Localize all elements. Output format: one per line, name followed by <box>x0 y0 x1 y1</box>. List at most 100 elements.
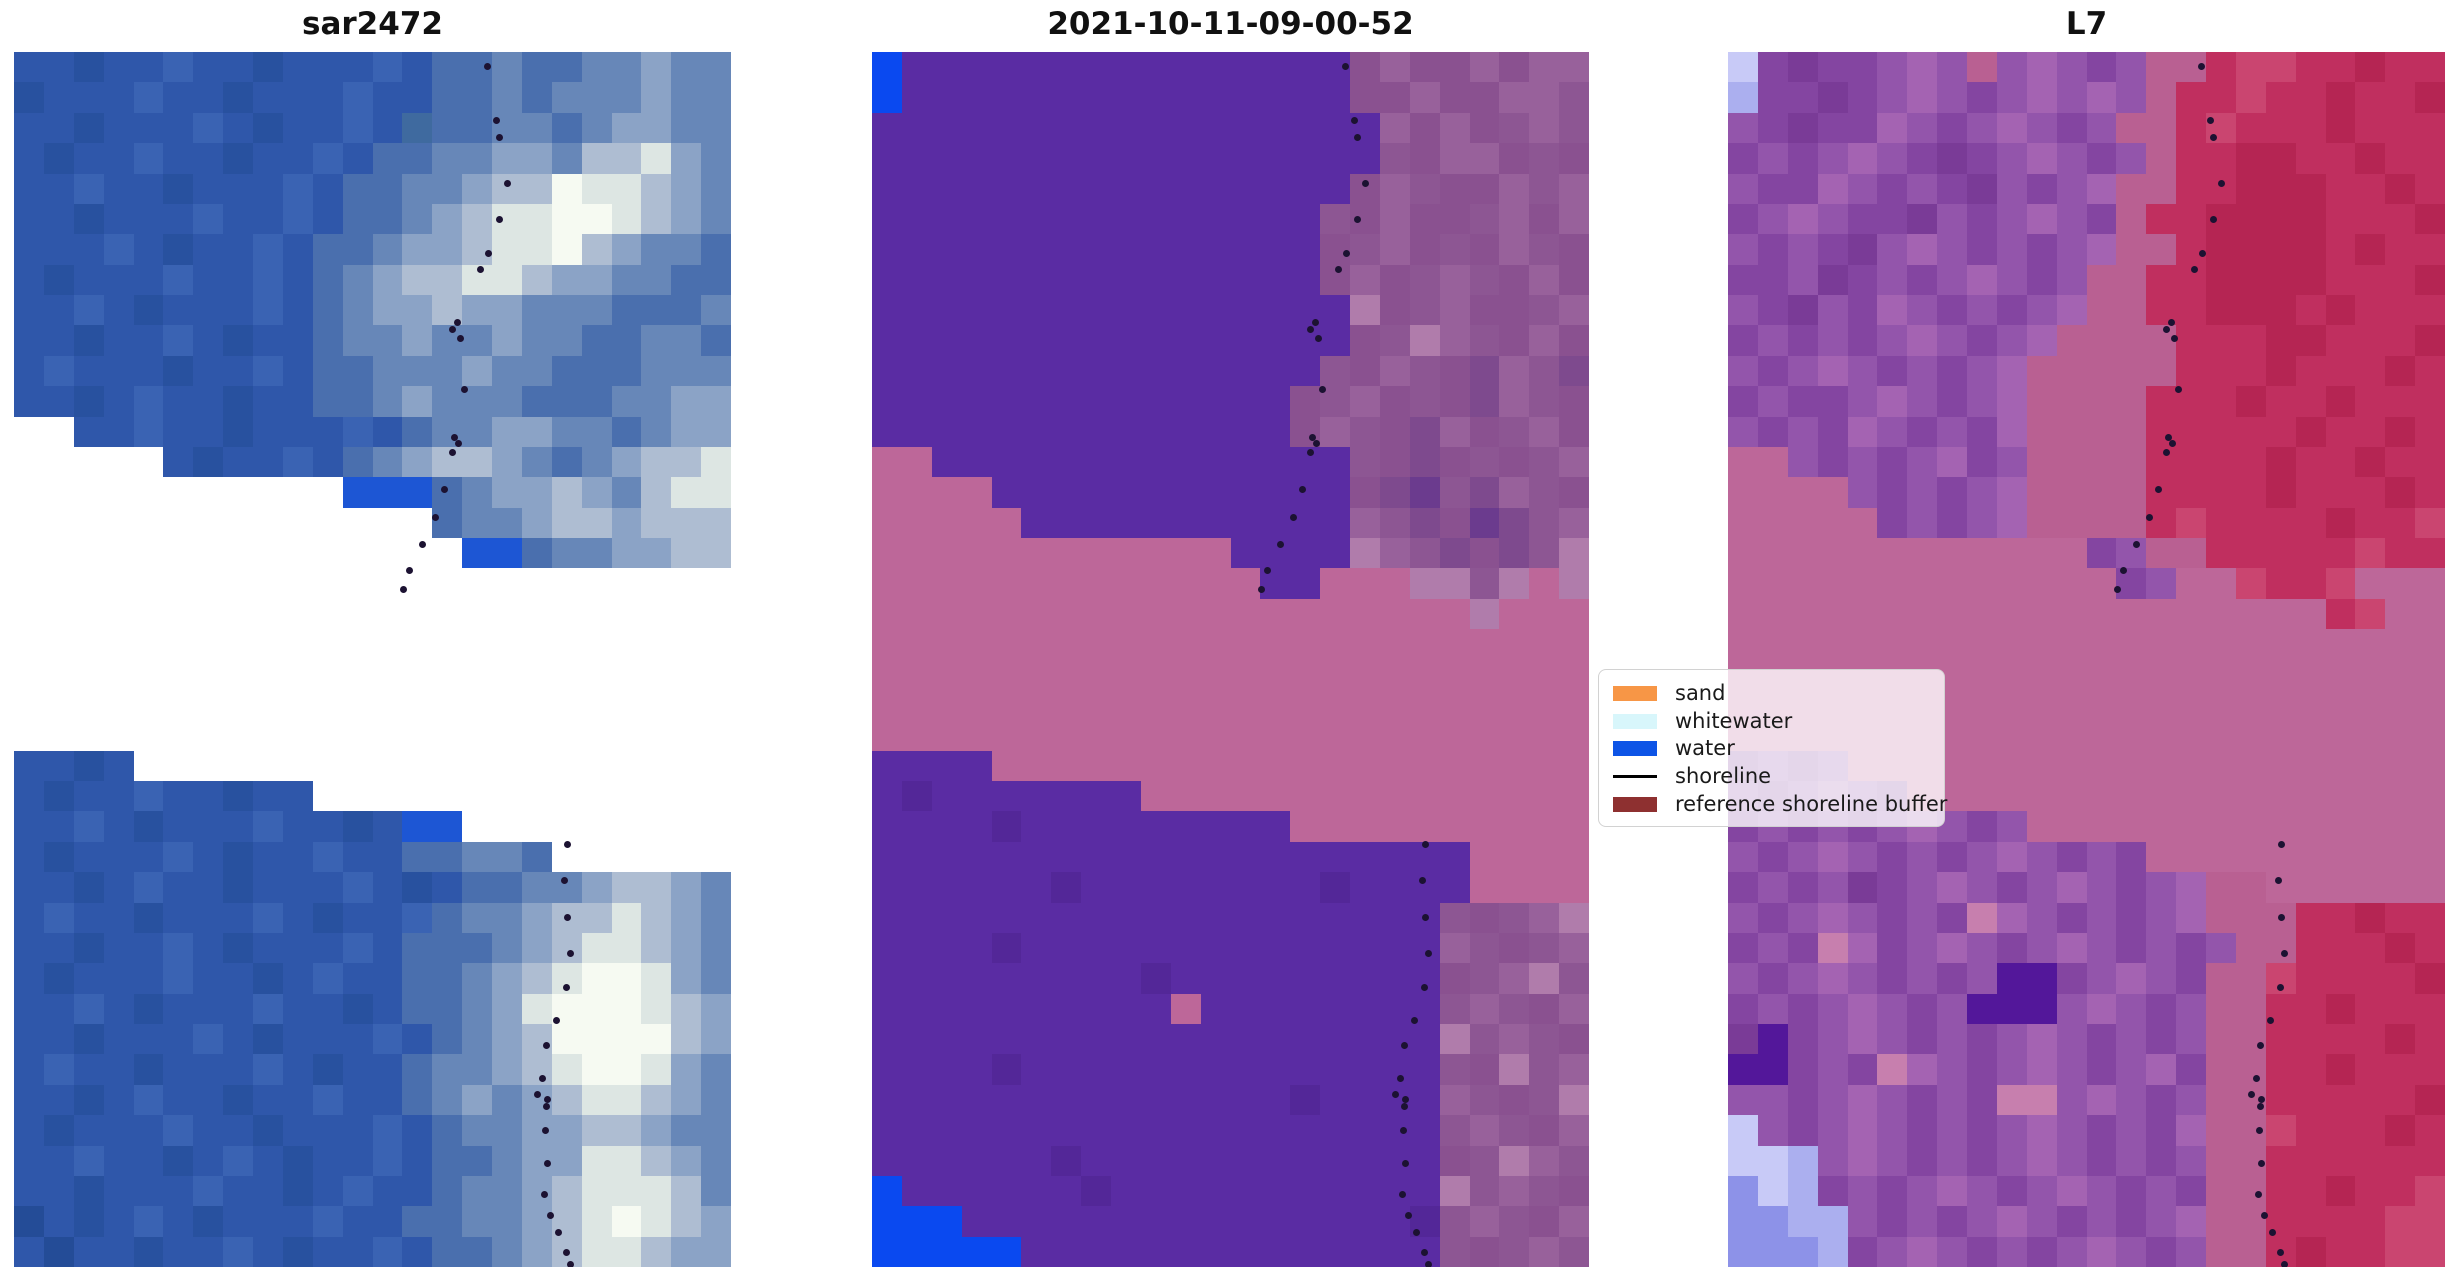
pixel-cell <box>1787 234 1818 265</box>
pixel-cell <box>133 932 164 964</box>
pixel-cell <box>1847 932 1878 964</box>
pixel-cell <box>2176 932 2206 964</box>
pixel-cell <box>1469 963 1500 994</box>
pixel-cell <box>133 1206 164 1237</box>
pixel-cell <box>14 203 44 235</box>
pixel-cell <box>2056 1084 2087 1116</box>
pixel-cell <box>253 264 283 295</box>
pixel-cell <box>611 932 642 964</box>
pixel-cell <box>43 659 74 690</box>
pixel-cell <box>1559 1054 1589 1085</box>
pixel-cell <box>2415 781 2445 812</box>
pixel-cell <box>1817 82 1848 113</box>
pixel-cell <box>282 689 313 721</box>
pixel-cell <box>223 203 253 235</box>
pixel-cell <box>901 1084 932 1116</box>
pixel-cell <box>2146 841 2177 873</box>
pixel-cell <box>1350 1115 1380 1146</box>
pixel-cell <box>2265 386 2296 417</box>
shoreline-dot <box>461 386 469 394</box>
pixel-cell <box>2235 82 2266 113</box>
pixel-cell <box>1439 902 1470 933</box>
pixel-cell <box>1140 1145 1171 1176</box>
pixel-cell <box>1350 1084 1380 1116</box>
pixel-cell <box>163 477 194 508</box>
pixel-cell <box>1967 781 1997 812</box>
pixel-cell <box>282 811 313 842</box>
pixel-cell <box>1817 112 1848 144</box>
pixel-cell <box>2116 993 2147 1024</box>
shoreline-dot <box>1424 950 1432 958</box>
pixel-cell <box>1260 720 1291 751</box>
pixel-cell <box>1728 1084 1758 1116</box>
pixel-cell <box>961 629 992 660</box>
pixel-cell <box>163 143 194 174</box>
pixel-cell <box>2355 295 2386 326</box>
pixel-cell <box>1499 750 1530 781</box>
pixel-cell <box>1728 416 1758 447</box>
pixel-cell <box>1996 507 2027 538</box>
pixel-cell <box>372 1054 403 1085</box>
pixel-cell <box>103 1145 134 1176</box>
pixel-cell <box>342 902 373 933</box>
pixel-cell <box>1907 446 1938 478</box>
pixel-cell <box>611 659 642 690</box>
pixel-cell <box>1967 386 1997 417</box>
pixel-cell <box>611 355 642 387</box>
shoreline-dot <box>1391 1090 1399 1098</box>
pixel-cell <box>1967 1054 1997 1085</box>
pixel-cell <box>1469 446 1500 478</box>
pixel-cell <box>641 143 672 174</box>
pixel-cell <box>611 781 642 812</box>
pixel-cell <box>2026 841 2057 873</box>
pixel-cell <box>1499 932 1530 964</box>
pixel-cell <box>43 993 74 1024</box>
pixel-cell <box>223 325 253 356</box>
shoreline-dot <box>533 1090 541 1098</box>
pixel-cell <box>1081 112 1111 144</box>
pixel-cell <box>1350 750 1380 781</box>
pixel-cell <box>1996 325 2027 356</box>
shoreline-dot <box>406 567 414 575</box>
pixel-cell <box>901 1236 932 1267</box>
pixel-cell <box>1996 1145 2027 1176</box>
pixel-cell <box>1200 720 1231 751</box>
pixel-cell <box>312 325 343 356</box>
pixel-cell <box>1081 1084 1111 1116</box>
pixel-cell <box>901 1206 932 1237</box>
pixel-cell <box>611 82 642 113</box>
pixel-cell <box>991 1054 1022 1085</box>
legend-entry: shoreline <box>1613 763 1932 791</box>
pixel-cell <box>1728 477 1758 508</box>
pixel-cell <box>1559 993 1589 1024</box>
pixel-cell <box>991 416 1022 447</box>
pixel-cell <box>2026 993 2057 1024</box>
pixel-cell <box>1469 82 1500 113</box>
pixel-cell <box>991 355 1022 387</box>
pixel-cell <box>2325 203 2356 235</box>
pixel-cell <box>43 1024 74 1055</box>
pixel-cell <box>2415 932 2445 964</box>
pixel-cell <box>1877 264 1908 295</box>
pixel-cell <box>1200 902 1231 933</box>
pixel-cell <box>223 781 253 812</box>
pixel-cell <box>1499 1236 1530 1267</box>
pixel-cell <box>1439 1084 1470 1116</box>
pixel-cell <box>1290 446 1321 478</box>
pixel-cell <box>372 872 403 903</box>
pixel-cell <box>1200 598 1231 630</box>
pixel-cell <box>432 598 463 630</box>
pixel-cell <box>1847 143 1878 174</box>
pixel-cell <box>282 52 313 83</box>
pixel-cell <box>2116 598 2147 630</box>
pixel-cell <box>2325 781 2356 812</box>
pixel-cell <box>1140 1054 1171 1085</box>
pixel-cell <box>2415 203 2445 235</box>
pixel-cell <box>193 416 224 447</box>
pixel-cell <box>2146 112 2177 144</box>
pixel-cell <box>462 143 492 174</box>
pixel-cell <box>402 659 433 690</box>
pixel-cell <box>73 932 104 964</box>
pixel-cell <box>1409 1084 1440 1116</box>
pixel-cell <box>73 598 104 630</box>
